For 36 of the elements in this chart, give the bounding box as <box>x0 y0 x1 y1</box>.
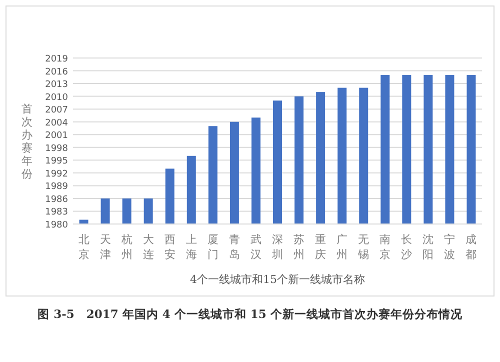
y-tick-label: 2010 <box>45 92 68 103</box>
y-axis-title: 首次办赛年份 <box>22 102 32 180</box>
y-tick-label: 2004 <box>45 118 68 128</box>
x-tick-label: 北京 <box>78 233 90 261</box>
x-tick-label: 青岛 <box>228 233 240 261</box>
x-tick-label: 成都 <box>466 233 477 261</box>
x-axis-title: 4个一线城市和15个新一线城市名称 <box>190 273 365 286</box>
y-tick-label: 2001 <box>45 131 68 142</box>
x-tick-label: 南京 <box>380 233 391 261</box>
y-tick-label: 1989 <box>45 182 68 192</box>
y-tick-label: 2007 <box>45 106 68 116</box>
y-tick-label: 1995 <box>45 156 68 167</box>
y-tick-label: 2019 <box>45 54 68 64</box>
x-tick-label: 重庆 <box>315 233 326 261</box>
x-tick-label: 武汉 <box>250 233 262 261</box>
x-tick-label: 上海 <box>186 233 197 261</box>
y-tick-label: 2016 <box>45 67 68 78</box>
y-tick-label: 1980 <box>45 220 68 230</box>
x-tick-label: 宁波 <box>444 233 456 261</box>
x-tick-label: 无锡 <box>357 233 370 261</box>
y-tick-label: 1998 <box>45 144 68 154</box>
x-tick-label: 长沙 <box>401 233 412 261</box>
x-tick-label: 沈阳 <box>422 233 434 261</box>
x-tick-label: 西安 <box>164 233 176 261</box>
caption: 图 3-5 2017 年国内 4 个一线城市和 15 个新一线城市首次办赛年份分布情况 <box>38 307 464 321</box>
x-tick-label: 杭州 <box>120 233 132 261</box>
y-tick-label: 1986 <box>45 194 68 205</box>
x-tick-label: 天津 <box>100 233 111 261</box>
y-tick-label: 1983 <box>45 208 68 218</box>
x-tick-label: 苏州 <box>294 233 305 261</box>
x-tick-label: 厦门 <box>207 233 218 261</box>
x-tick-label: 广州 <box>336 233 348 261</box>
y-tick-label: 2013 <box>45 80 68 90</box>
x-tick-label: 深圳 <box>271 233 283 261</box>
x-tick-label: 大连 <box>142 233 154 261</box>
y-tick-label: 1992 <box>45 169 68 180</box>
